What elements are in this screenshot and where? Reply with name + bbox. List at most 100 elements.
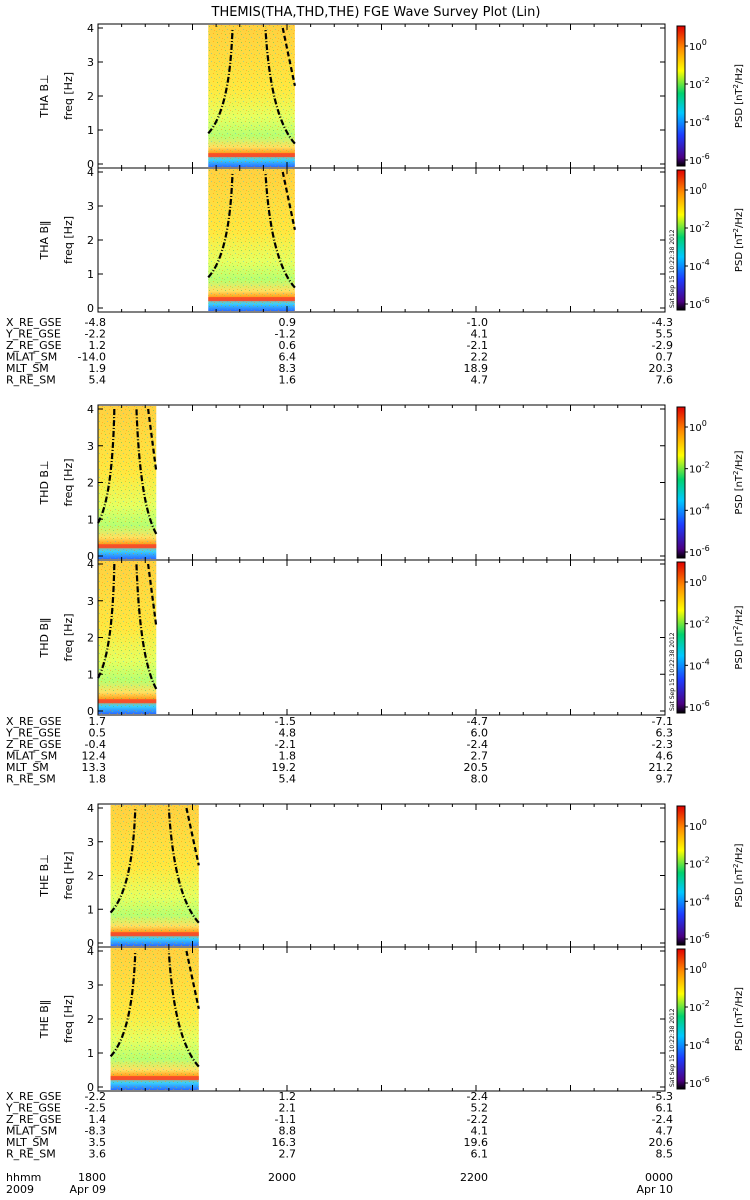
ephemeris-label: MLT_SM — [6, 362, 49, 375]
colorbar-tick-exponent: 0 — [702, 38, 707, 47]
ephemeris-label: X_RE_GSE — [6, 316, 62, 329]
ephemeris-value: 5.2 — [471, 1102, 489, 1115]
y-tick-label: 2 — [87, 234, 94, 247]
y-tick-label: 0 — [87, 937, 94, 950]
colorbar-tick-exponent: -6 — [702, 544, 710, 553]
colorbar-label-suffix: /Hz] — [734, 208, 745, 228]
colorbar-label-prefix: PSD [nT — [734, 474, 745, 514]
gyrofrequency-curve — [167, 950, 200, 1068]
timestamp: Sat Sep 15 10:22:38 2012 — [669, 229, 676, 308]
ephemeris-label: MLAT_SM — [6, 750, 57, 763]
low-freq-band — [110, 932, 199, 937]
y-tick-label: 0 — [87, 550, 94, 563]
helium-gyrofrequency-curve — [281, 27, 296, 87]
colorbar-tick-label: 10-4 — [689, 502, 710, 517]
colorbar-label-prefix: PSD [nT — [734, 629, 745, 669]
y-tick-label: 0 — [87, 302, 94, 315]
colorbar-label-sup: 2 — [732, 84, 740, 88]
spectrogram-noise — [110, 948, 199, 1090]
colorbar-label: PSD [nT2/Hz] — [732, 843, 745, 907]
y-tick-label: 4 — [87, 403, 94, 416]
panel-ylabel: THD B⊥ — [38, 460, 51, 505]
ephemeris-value: -2.9 — [652, 339, 673, 352]
y-tick-label: 3 — [87, 440, 94, 453]
panel-yunit: freq [Hz] — [62, 216, 75, 264]
ephemeris-value: -1.5 — [275, 715, 296, 728]
colorbar-label-prefix: PSD [nT — [734, 867, 745, 907]
colorbar-label: PSD [nT2/Hz] — [732, 64, 745, 128]
colorbar — [676, 805, 686, 946]
panel-ylabel: THD B‖ — [38, 617, 51, 658]
colorbar-tick-label: 10-2 — [689, 616, 710, 631]
gyrofrequency-curve — [167, 807, 200, 924]
panel-ylabel: THE B‖ — [38, 1000, 51, 1039]
colorbar-tick-base: 10 — [689, 620, 702, 631]
gyrofrequency-curve — [264, 171, 296, 289]
colorbar-tick-base: 10 — [689, 118, 702, 129]
gyrofrequency-curve — [135, 408, 158, 535]
colorbar-tick-base: 10 — [689, 822, 702, 833]
ephemeris-label: R_RE_SM — [6, 773, 56, 786]
low-freq-band — [110, 1076, 199, 1081]
gyrofrequency-curve — [109, 950, 137, 1058]
ephemeris-value: -2.2 — [85, 328, 106, 341]
y-tick-label: 0 — [87, 1081, 94, 1094]
colorbar-tick-label: 10-6 — [689, 1075, 710, 1090]
ephemeris-value: 16.3 — [272, 1136, 297, 1149]
panel-ylabel: THE B⊥ — [38, 854, 51, 898]
date-end-label: Apr 10 — [636, 1183, 673, 1196]
ephemeris-value: 2.2 — [471, 351, 489, 364]
ephemeris-label: Y_RE_GSE — [5, 727, 61, 740]
ephemeris-value: -2.1 — [275, 738, 296, 751]
spectrogram-noise — [208, 25, 295, 167]
ephemeris-value: -1.1 — [275, 1113, 296, 1126]
panel-ylabel: THA B⊥ — [38, 74, 51, 118]
y-tick-label: 2 — [87, 632, 94, 645]
ephemeris-value: -2.3 — [652, 738, 673, 751]
ephemeris-label: MLAT_SM — [6, 1125, 57, 1138]
colorbar-tick-exponent: 0 — [702, 182, 707, 191]
low-freq-band — [208, 297, 295, 302]
colorbar-label-sup: 2 — [732, 470, 740, 474]
ephemeris-label: MLT_SM — [6, 761, 49, 774]
ephemeris-label: Y_RE_GSE — [5, 328, 61, 341]
colorbar-tick-base: 10 — [689, 548, 702, 559]
panel-yunit: freq [Hz] — [62, 458, 75, 506]
panel-frame — [97, 559, 666, 716]
ephemeris-value: 20.5 — [464, 761, 489, 774]
y-tick-label: 1 — [87, 903, 94, 916]
colorbar — [676, 25, 686, 167]
helium-gyrofrequency-curve — [281, 171, 296, 231]
ephemeris-value: -8.3 — [85, 1125, 106, 1138]
ephemeris-value: 1.9 — [89, 362, 107, 375]
ephemeris-label: MLT_SM — [6, 1136, 49, 1149]
colorbar-tick-label: 10-2 — [689, 999, 710, 1014]
y-tick-label: 2 — [87, 870, 94, 883]
ephemeris-value: -14.0 — [78, 351, 106, 364]
y-tick-label: 4 — [87, 22, 94, 35]
ephemeris-value: 6.4 — [279, 351, 297, 364]
colorbar — [676, 406, 686, 559]
ephemeris-value: 7.6 — [656, 374, 674, 387]
colorbar-tick-label: 100 — [689, 574, 707, 589]
y-tick-label: 1 — [87, 1047, 94, 1060]
gyrofrequency-curve — [109, 807, 137, 914]
ephemeris-value: 5.4 — [89, 374, 107, 387]
low-freq-band — [98, 544, 157, 549]
y-tick-label: 2 — [87, 477, 94, 490]
ephemeris-value: -2.1 — [467, 339, 488, 352]
colorbar-label: PSD [nT2/Hz] — [732, 208, 745, 272]
panel-frame — [97, 404, 666, 561]
ephemeris-value: 2.7 — [279, 1148, 297, 1161]
y-tick-label: 0 — [87, 705, 94, 718]
ephemeris-label: R_RE_SM — [6, 1148, 56, 1161]
ephemeris-value: 6.1 — [471, 1148, 489, 1161]
ephemeris-label: R_RE_SM — [6, 374, 56, 387]
low-freq-band — [98, 699, 157, 704]
colorbar-tick-exponent: -4 — [702, 893, 710, 902]
ephemeris-value: 5.4 — [279, 773, 297, 786]
spectrogram-noise — [110, 805, 199, 946]
colorbar-tick-exponent: 0 — [702, 818, 707, 827]
ephemeris-value: 4.6 — [656, 750, 674, 763]
